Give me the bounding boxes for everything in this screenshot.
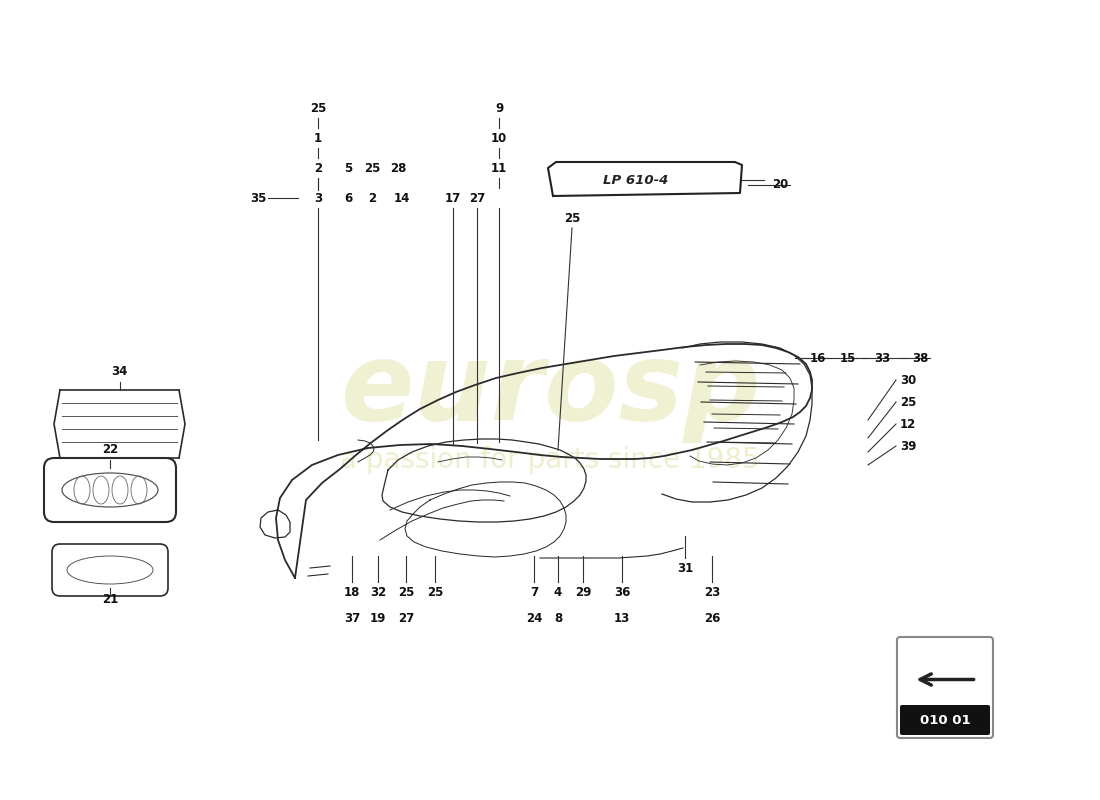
- Text: 25: 25: [564, 211, 580, 225]
- Text: 32: 32: [370, 586, 386, 598]
- Text: 11: 11: [491, 162, 507, 174]
- Text: 2: 2: [314, 162, 322, 174]
- Text: 21: 21: [102, 593, 118, 606]
- Text: 28: 28: [389, 162, 406, 174]
- Text: 5: 5: [344, 162, 352, 174]
- Text: 12: 12: [900, 418, 916, 430]
- Text: 25: 25: [364, 162, 381, 174]
- Text: a passion for parts since 1985: a passion for parts since 1985: [340, 446, 760, 474]
- Text: 25: 25: [310, 102, 327, 114]
- Text: 2: 2: [367, 191, 376, 205]
- Text: 25: 25: [900, 395, 916, 409]
- Text: 20: 20: [772, 178, 788, 191]
- Text: 31: 31: [676, 562, 693, 574]
- Text: 24: 24: [526, 611, 542, 625]
- Text: 17: 17: [444, 191, 461, 205]
- Text: 38: 38: [912, 351, 928, 365]
- Text: 25: 25: [427, 586, 443, 598]
- Text: 27: 27: [398, 611, 414, 625]
- Text: eurosp: eurosp: [340, 337, 760, 443]
- Text: 7: 7: [530, 586, 538, 598]
- Text: 30: 30: [900, 374, 916, 386]
- Text: 13: 13: [614, 611, 630, 625]
- Text: 34: 34: [111, 365, 128, 378]
- Text: 23: 23: [704, 586, 720, 598]
- Text: 27: 27: [469, 191, 485, 205]
- Text: 22: 22: [102, 443, 118, 456]
- Text: 6: 6: [344, 191, 352, 205]
- Text: 8: 8: [554, 611, 562, 625]
- Text: 14: 14: [394, 191, 410, 205]
- Text: 9: 9: [495, 102, 503, 114]
- Text: LP 610-4: LP 610-4: [603, 174, 669, 186]
- Text: 29: 29: [575, 586, 591, 598]
- Text: 3: 3: [314, 191, 322, 205]
- Text: 4: 4: [554, 586, 562, 598]
- Text: 18: 18: [344, 586, 360, 598]
- Text: 36: 36: [614, 586, 630, 598]
- Text: 010 01: 010 01: [920, 714, 970, 727]
- Text: 26: 26: [704, 611, 720, 625]
- Text: 19: 19: [370, 611, 386, 625]
- Text: 37: 37: [344, 611, 360, 625]
- Text: 39: 39: [900, 439, 916, 453]
- Text: 15: 15: [839, 351, 856, 365]
- Text: 1: 1: [314, 131, 322, 145]
- Text: 35: 35: [250, 191, 266, 205]
- FancyBboxPatch shape: [896, 637, 993, 738]
- Text: 25: 25: [398, 586, 415, 598]
- FancyBboxPatch shape: [900, 705, 990, 735]
- Text: 33: 33: [873, 351, 890, 365]
- Text: 16: 16: [810, 351, 826, 365]
- Text: 10: 10: [491, 131, 507, 145]
